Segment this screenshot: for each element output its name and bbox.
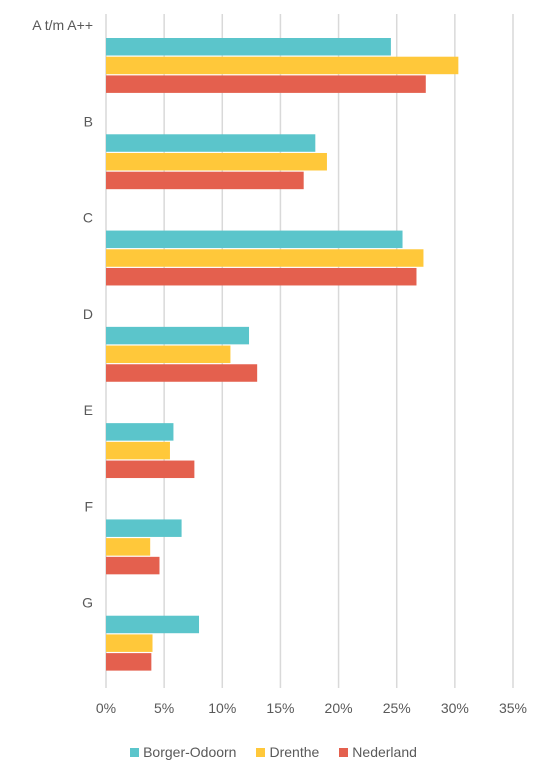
bar-borger-odoorn — [106, 423, 174, 441]
bar-borger-odoorn — [106, 38, 391, 56]
bar-chart: A t/m A++ B C D E F G 0% 5% 10% 15% 20% 25% 30% 35% — [32, 14, 527, 716]
category-label: C — [83, 210, 93, 226]
category-label: D — [83, 306, 93, 322]
legend-label-borger-odoorn: Borger-Odoorn — [143, 744, 237, 760]
category-label: E — [84, 402, 93, 418]
bar-nederland — [106, 653, 152, 671]
category-label: A t/m A++ — [32, 17, 93, 33]
bar-nederland — [106, 267, 417, 286]
bar-nederland — [106, 75, 426, 93]
bar-nederland — [106, 460, 195, 479]
x-tick-label: 10% — [208, 700, 236, 716]
category-label: B — [84, 113, 93, 129]
category-label: G — [82, 595, 93, 611]
x-tick-label: 15% — [266, 700, 294, 716]
bar-drenthe — [106, 441, 170, 460]
bar-borger-odoorn — [106, 519, 182, 537]
legend-item-nederland: Nederland — [339, 744, 417, 760]
legend-swatch-nederland — [339, 747, 349, 757]
legend-label-nederland: Nederland — [352, 744, 417, 760]
bar-borger-odoorn — [106, 615, 200, 634]
bar-drenthe — [106, 538, 151, 556]
bar-borger-odoorn — [106, 326, 250, 345]
bar-nederland — [106, 364, 258, 382]
bar-nederland — [106, 171, 304, 190]
x-tick-label: 25% — [383, 700, 411, 716]
bar-drenthe — [106, 152, 327, 171]
legend-item-borger-odoorn: Borger-Odoorn — [130, 744, 236, 760]
legend: Borger-Odoorn Drenthe Nederland — [0, 744, 547, 760]
x-tick-label: 0% — [96, 700, 116, 716]
bars — [106, 38, 459, 671]
x-tick-label: 20% — [325, 700, 353, 716]
x-tick-label: 30% — [441, 700, 469, 716]
bar-drenthe — [106, 345, 231, 364]
category-labels: A t/m A++ B C D E F G — [32, 17, 93, 611]
legend-swatch-drenthe — [256, 747, 266, 757]
bar-drenthe — [106, 249, 424, 267]
legend-item-drenthe: Drenthe — [256, 744, 319, 760]
bar-drenthe — [106, 634, 153, 652]
bar-nederland — [106, 556, 160, 575]
x-axis-tick-labels: 0% 5% 10% 15% 20% 25% 30% 35% — [96, 700, 527, 716]
bar-borger-odoorn — [106, 134, 316, 152]
bar-borger-odoorn — [106, 230, 403, 249]
x-tick-label: 35% — [499, 700, 527, 716]
category-label: F — [84, 498, 93, 514]
legend-label-drenthe: Drenthe — [269, 744, 320, 760]
legend-swatch-borger-odoorn — [130, 747, 140, 757]
x-tick-label: 5% — [154, 700, 174, 716]
bar-drenthe — [106, 56, 459, 75]
